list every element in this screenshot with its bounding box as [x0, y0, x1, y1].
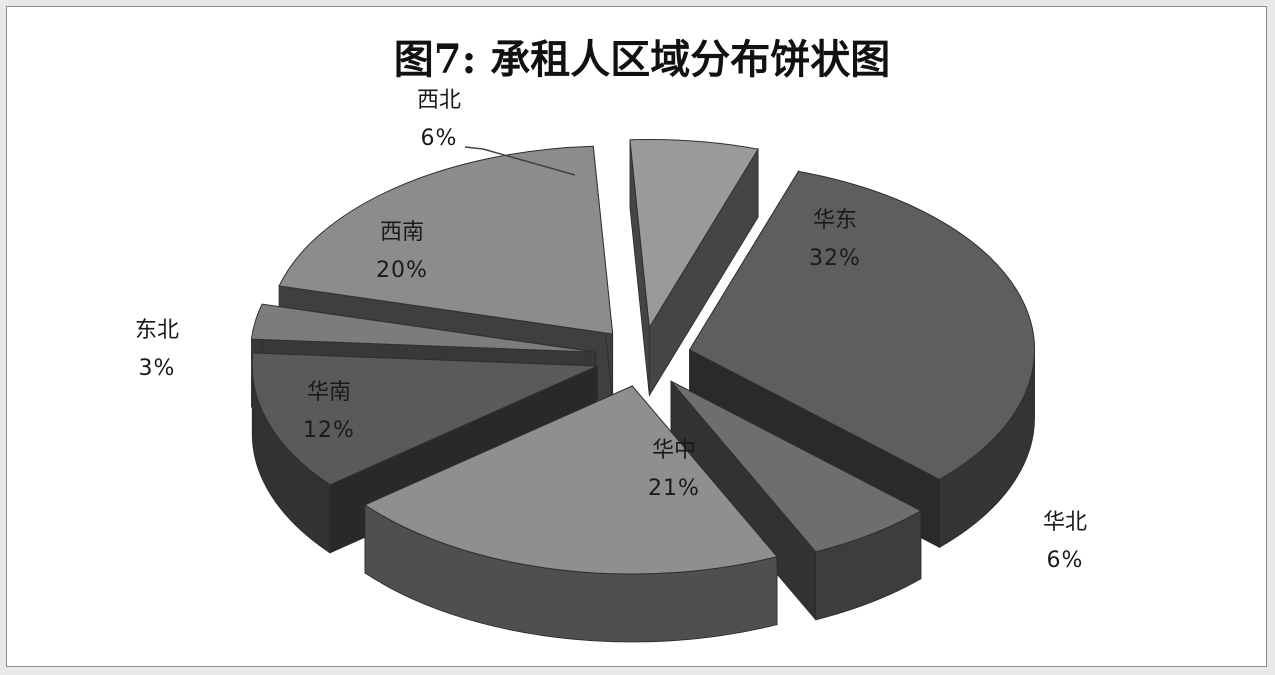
- slice-label-percent: 32%: [809, 246, 861, 271]
- slice-label-name: 华北: [1043, 510, 1087, 535]
- slice-label-name: 华东: [813, 208, 857, 233]
- pie-slice-top: [278, 145, 614, 335]
- slice-label-percent: 6%: [421, 126, 458, 151]
- slice-label-percent: 12%: [303, 418, 355, 443]
- pie-slice-top: [629, 139, 759, 330]
- pie-slice-top: [670, 380, 922, 553]
- pie-chart: 图7: 承租人区域分布饼状图 华东 32% 华北 6% 华中 21% 华南 12% 东北 3% 西南…: [135, 36, 1087, 643]
- chart-title: 图7: 承租人区域分布饼状图: [394, 36, 891, 83]
- pie-slice-top: [363, 385, 778, 575]
- slice-label-percent: 3%: [139, 356, 176, 381]
- pie-slice-2: [363, 384, 778, 643]
- slice-label-name: 东北: [135, 318, 179, 343]
- chart-frame: 图7: 承租人区域分布饼状图 华东 32% 华北 6% 华中 21% 华南 12% 东北 3% 西南…: [6, 6, 1267, 667]
- slice-label-name: 华中: [652, 438, 696, 463]
- leader-line-xibei: [464, 146, 576, 176]
- pie-slice-6: [629, 139, 759, 397]
- slices-layer: [250, 139, 1036, 643]
- slice-label-name: 西北: [417, 88, 461, 113]
- slice-label-name: 华南: [307, 380, 351, 405]
- pie-slice-top: [251, 352, 598, 486]
- pie-slice-top: [688, 170, 1036, 480]
- pie-slice-1: [670, 380, 922, 621]
- slice-label-name: 西南: [380, 220, 424, 245]
- pie-slice-top: [250, 303, 596, 353]
- slice-label-percent: 20%: [376, 258, 428, 283]
- slice-label-percent: 21%: [648, 476, 700, 501]
- labels-layer: 华东 32% 华北 6% 华中 21% 华南 12% 东北 3% 西南 20% 西北 6%: [135, 88, 1087, 573]
- slice-label-percent: 6%: [1047, 548, 1084, 573]
